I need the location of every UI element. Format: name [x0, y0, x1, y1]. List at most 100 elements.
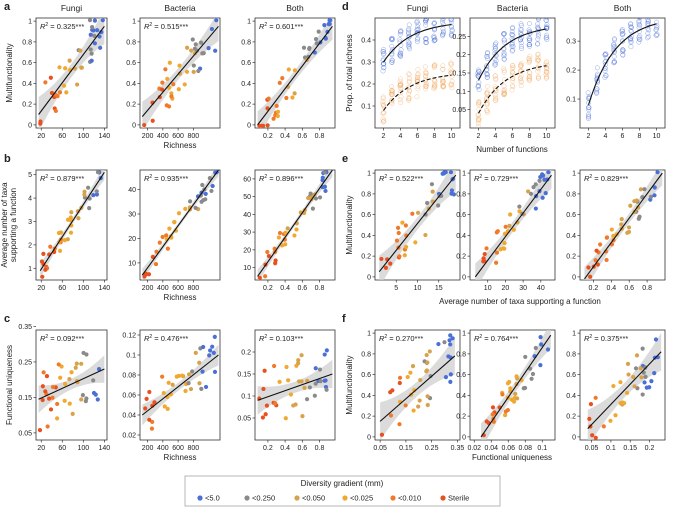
data-point: [503, 409, 508, 414]
y-tick-label: 0.1: [456, 89, 466, 96]
y-tick-label: 0.2: [456, 52, 466, 59]
data-point: [44, 373, 50, 379]
data-point: [538, 334, 543, 340]
data-point: [652, 193, 657, 198]
x-tick-label: 0.15: [399, 445, 413, 452]
data-point: [493, 98, 499, 104]
y-tick-label: 0.2: [456, 254, 466, 261]
data-point: [210, 344, 215, 349]
data-point: [197, 360, 202, 365]
data-point: [165, 406, 170, 412]
data-point: [397, 254, 402, 259]
y-tick-label: 0.6: [22, 60, 32, 67]
data-point: [312, 393, 317, 398]
data-point: [517, 37, 523, 43]
data-point: [322, 170, 327, 175]
data-point: [209, 26, 215, 32]
data-point: [593, 258, 598, 263]
data-point: [45, 424, 50, 429]
data-point: [74, 361, 79, 366]
data-point: [423, 40, 429, 46]
data-point: [508, 212, 513, 217]
data-point: [149, 426, 155, 431]
confidence-band: [475, 170, 552, 280]
data-point: [416, 404, 421, 409]
data-point: [164, 103, 169, 108]
data-point: [510, 84, 516, 90]
data-point: [214, 18, 219, 23]
data-point: [49, 90, 55, 96]
data-point: [602, 68, 608, 74]
data-point: [191, 69, 196, 74]
data-point: [448, 333, 453, 338]
y-tick-label: 0.1: [361, 104, 371, 111]
data-point: [433, 13, 437, 17]
panel-d1: 2 4 6 8 10 0.1 0.2 0.3 0.4: [361, 12, 461, 140]
data-point: [397, 81, 403, 87]
data-point: [644, 20, 650, 26]
data-point: [441, 12, 445, 16]
y-tick-label: 0.25: [18, 359, 32, 366]
x-tick-label: 0.6: [297, 445, 307, 452]
data-point: [484, 102, 490, 108]
data-point: [535, 58, 540, 64]
x-tick-label: 140: [99, 285, 111, 292]
x-tick-label: 800: [187, 133, 199, 140]
legend-swatch: [390, 495, 396, 501]
data-point: [492, 47, 498, 53]
x-tick-label: 100: [77, 445, 89, 452]
data-point: [398, 100, 404, 106]
r2-annotation: R2 = 0.515***: [144, 22, 188, 31]
data-point: [431, 83, 437, 89]
data-point: [277, 379, 282, 384]
y-axis-label: Functional uniqueness: [5, 345, 14, 425]
data-point: [528, 191, 534, 196]
data-point: [162, 404, 167, 409]
panel-f1: 0.05 0.15 0.25 0.35 0 0.2 0.4 0.6 0.8 1 R2 = 0.270…: [361, 329, 464, 452]
data-point: [642, 187, 647, 192]
data-point: [431, 38, 437, 44]
y-tick-label: 0.05: [18, 430, 32, 437]
x-tick-label: 4: [399, 133, 403, 140]
data-point: [415, 24, 421, 30]
data-point: [628, 44, 634, 50]
r2-annotation: R2 = 0.092***: [40, 334, 84, 343]
data-point: [100, 18, 105, 23]
data-point: [57, 248, 63, 253]
regression-line: [38, 25, 105, 115]
data-point: [501, 31, 507, 37]
data-point: [199, 386, 204, 392]
data-point: [449, 68, 455, 74]
y-tick-label: 3: [28, 219, 32, 226]
data-point: [171, 82, 176, 87]
data-point: [601, 424, 606, 429]
data-point: [484, 71, 490, 77]
data-point: [544, 18, 550, 24]
data-point: [397, 83, 403, 89]
data-point: [503, 224, 508, 229]
regression-line: [480, 334, 552, 438]
data-point: [262, 368, 267, 373]
data-point: [50, 384, 56, 390]
y-tick-label: 0.2: [22, 102, 32, 109]
data-point: [518, 83, 524, 89]
data-point: [484, 72, 490, 78]
x-tick-label: 0.6: [297, 285, 307, 292]
data-point: [46, 396, 52, 401]
data-point: [604, 235, 610, 240]
data-point: [527, 42, 532, 48]
y-tick-label: 0.1: [241, 394, 251, 401]
column-title: Bacteria: [497, 3, 528, 13]
data-point: [161, 390, 166, 396]
data-point: [208, 348, 213, 353]
data-point: [43, 267, 48, 272]
panel-a2: 200 400 600 800 0 0.2 0.4 0.6 0.8 1 R2 = 0.515***: [126, 17, 221, 140]
data-point: [211, 350, 216, 355]
confidence-band: [38, 18, 105, 128]
data-point: [538, 362, 543, 368]
r2-annotation: R2 = 0.935***: [144, 174, 188, 183]
data-point: [594, 88, 600, 94]
data-point: [152, 400, 157, 405]
data-point: [415, 86, 421, 92]
data-point: [626, 372, 631, 377]
